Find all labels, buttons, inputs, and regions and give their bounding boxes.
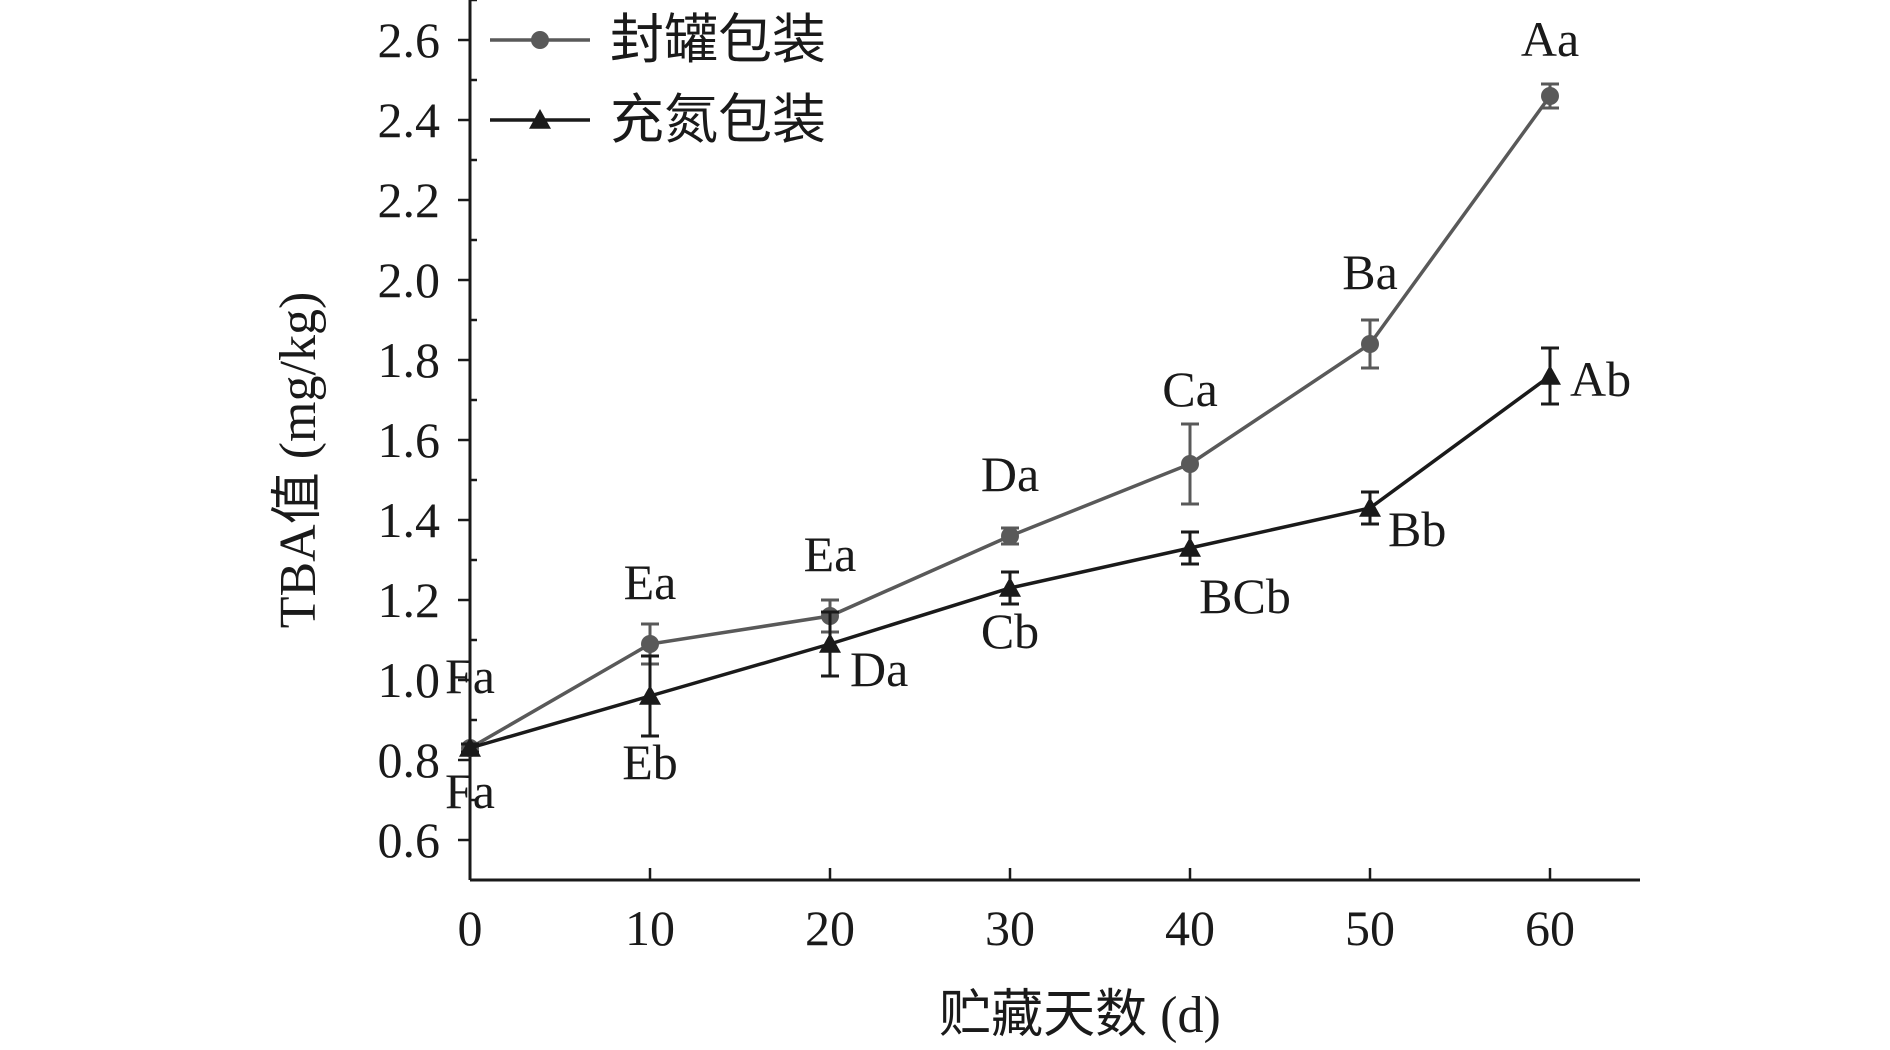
x-tick-label: 60: [1525, 900, 1575, 956]
series-2: Fa Eb Da Cb BCb Bb Ab: [445, 346, 1631, 819]
data-point: [1181, 455, 1199, 473]
x-tick-label: 20: [805, 900, 855, 956]
x-axis-title: 贮藏天数 (d): [939, 987, 1221, 1044]
y-tick-label: 2.6: [378, 12, 441, 68]
point-label: Ea: [624, 554, 677, 610]
legend-item-2: 充氮包装: [490, 90, 826, 150]
y-tick-label: 1.2: [378, 572, 441, 628]
point-label: Fa: [445, 763, 495, 819]
legend-label: 充氮包装: [610, 90, 826, 150]
data-point: [1539, 365, 1561, 385]
data-point: [819, 633, 841, 653]
data-point: [459, 737, 481, 757]
x-tick-label: 50: [1345, 900, 1395, 956]
ticks: 0.6 0.8 1.0 1.2 1.4 1.6 1.8 2.0 2.2 2.4 2.6 0 10 20 30…: [378, 0, 1575, 956]
legend-label: 封罐包装: [610, 10, 826, 70]
point-label: Bb: [1388, 501, 1446, 557]
point-label: Da: [981, 446, 1039, 502]
data-point: [999, 577, 1021, 597]
y-tick-label: 1.8: [378, 332, 441, 388]
y-tick-label: 2.2: [378, 172, 441, 228]
legend-marker: [529, 109, 551, 129]
point-label: Eb: [622, 734, 678, 790]
point-label: Ab: [1570, 351, 1631, 407]
data-point: [641, 635, 659, 653]
y-tick-label: 2.0: [378, 252, 441, 308]
series-layer: Fa Ea Ea Da Ca Ba Aa Fa Eb Da Cb BCb Bb Ab: [445, 11, 1631, 819]
point-label: Ca: [1162, 361, 1218, 417]
data-point: [1361, 335, 1379, 353]
data-point: [1001, 527, 1019, 545]
y-axis-title: TBA值 (mg/kg): [270, 292, 327, 629]
data-point: [1541, 87, 1559, 105]
x-tick-label: 10: [625, 900, 675, 956]
data-point: [1179, 537, 1201, 557]
point-label: Aa: [1521, 11, 1579, 67]
y-tick-label: 1.4: [378, 492, 441, 548]
legend-item-1: 封罐包装: [490, 10, 826, 70]
point-label: Da: [850, 641, 908, 697]
y-tick-label: 0.6: [378, 812, 441, 868]
data-point: [1359, 497, 1381, 517]
x-tick-label: 0: [458, 900, 483, 956]
y-tick-label: 1.0: [378, 652, 441, 708]
point-label: Ba: [1342, 244, 1398, 300]
data-point: [639, 685, 661, 705]
y-tick-label: 2.4: [378, 92, 441, 148]
x-tick-label: 40: [1165, 900, 1215, 956]
point-label: BCb: [1199, 568, 1291, 624]
series-1: Fa Ea Ea Da Ca Ba Aa: [445, 11, 1579, 757]
x-tick-label: 30: [985, 900, 1035, 956]
legend-marker: [531, 31, 549, 49]
point-label: Cb: [981, 603, 1039, 659]
point-label: Fa: [445, 648, 495, 704]
y-tick-label: 1.6: [378, 412, 441, 468]
y-tick-label: 0.8: [378, 732, 441, 788]
point-label: Ea: [804, 526, 857, 582]
